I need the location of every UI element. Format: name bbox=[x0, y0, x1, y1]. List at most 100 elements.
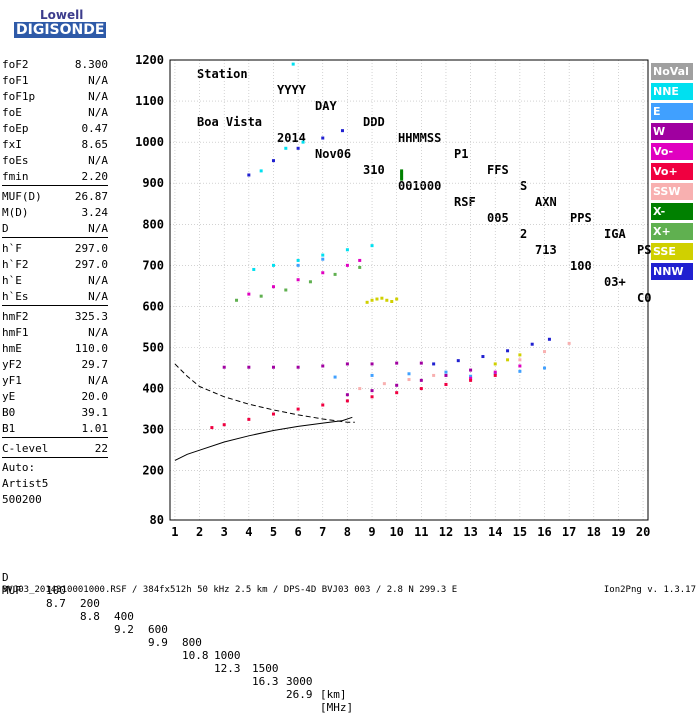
echo-point bbox=[444, 373, 448, 377]
echo-point bbox=[321, 257, 325, 261]
trace-nnw bbox=[247, 129, 551, 366]
param-name: foEs bbox=[2, 153, 29, 167]
legend-entry-nnw: NNW bbox=[651, 263, 693, 280]
param-name: fxI bbox=[2, 137, 22, 151]
echo-point bbox=[419, 361, 423, 365]
echo-point bbox=[518, 358, 522, 362]
echo-point bbox=[321, 403, 325, 407]
x-tick-label: 7 bbox=[319, 525, 326, 539]
x-tick-label: 15 bbox=[513, 525, 527, 539]
param-value: 3.24 bbox=[81, 205, 109, 219]
param-row: yF2 29.7 bbox=[2, 356, 108, 372]
echo-point bbox=[321, 364, 325, 368]
y-tick-label: 1200 bbox=[135, 53, 164, 67]
echo-point bbox=[321, 136, 325, 140]
param-name: yF2 bbox=[2, 357, 22, 371]
param-row: B0 39.1 bbox=[2, 404, 108, 420]
distance-value: 1000 bbox=[214, 649, 241, 662]
echo-point bbox=[518, 353, 522, 357]
echo-point bbox=[284, 288, 288, 292]
param-name: MUF(D) bbox=[2, 189, 42, 203]
x-tick-label: 5 bbox=[270, 525, 277, 539]
param-name: foEp bbox=[2, 121, 29, 135]
profile-curves bbox=[174, 363, 355, 461]
param-name: M(D) bbox=[2, 205, 29, 219]
echo-point bbox=[375, 297, 379, 301]
muf-value: 9.2 bbox=[114, 623, 134, 636]
param-value: N/A bbox=[88, 221, 108, 235]
echo-point bbox=[345, 393, 349, 397]
param-value: 1.01 bbox=[81, 421, 109, 435]
y-tick-label: 300 bbox=[142, 423, 164, 437]
logo-line-2: DIGISONDE bbox=[14, 22, 107, 38]
x-tick-label: 12 bbox=[439, 525, 453, 539]
logo-line-1: Lowell bbox=[40, 8, 84, 22]
echo-point bbox=[291, 62, 295, 66]
distance-value: 400 bbox=[114, 610, 134, 623]
x-tick-label: 16 bbox=[537, 525, 551, 539]
param-row: foF1p N/A bbox=[2, 88, 108, 104]
trace-x- bbox=[235, 265, 362, 302]
echo-point bbox=[345, 248, 349, 252]
muf-value: 16.3 bbox=[252, 675, 279, 688]
echo-point bbox=[407, 378, 411, 382]
param-row: foEp 0.47 bbox=[2, 120, 108, 136]
param-value: 8.65 bbox=[81, 137, 109, 151]
header-value: Boa Vista bbox=[197, 115, 263, 129]
muf-value: 8.7 bbox=[46, 597, 66, 610]
param-name: foF1 bbox=[2, 73, 29, 87]
muf-value: 9.9 bbox=[148, 636, 168, 649]
y-tick-label: 1100 bbox=[135, 94, 164, 108]
param-name: foE bbox=[2, 105, 22, 119]
legend-entry-x-: X+ bbox=[651, 223, 693, 240]
header-value: 100 bbox=[570, 259, 592, 273]
echo-point bbox=[395, 297, 399, 301]
param-row: C-level 22 bbox=[2, 440, 108, 456]
param-name: h`Es bbox=[2, 289, 29, 303]
echo-point bbox=[296, 258, 300, 262]
electron-density-profile-curve bbox=[174, 416, 353, 461]
y-tick-label: 700 bbox=[142, 258, 164, 272]
echo-point bbox=[506, 349, 510, 353]
param-name: h`F2 bbox=[2, 257, 29, 271]
legend-entry-vo-: Vo+ bbox=[651, 163, 693, 180]
distance-unit: [km] bbox=[320, 688, 347, 701]
param-name: hmE bbox=[2, 341, 22, 355]
echo-point bbox=[407, 372, 411, 376]
echo-point bbox=[469, 376, 473, 380]
trace-w bbox=[222, 361, 473, 397]
x-tick-label: 3 bbox=[221, 525, 228, 539]
header-label: DAY bbox=[315, 99, 337, 113]
echo-point bbox=[469, 368, 473, 372]
param-value: N/A bbox=[88, 105, 108, 119]
muf-value: 12.3 bbox=[214, 662, 241, 675]
x-tick-label: 4 bbox=[245, 525, 252, 539]
echo-point bbox=[271, 365, 275, 369]
x-tick-label: 10 bbox=[389, 525, 403, 539]
echo-point bbox=[271, 263, 275, 267]
param-row: hmF2 325.3 bbox=[2, 308, 108, 324]
echo-point bbox=[210, 426, 214, 430]
param-row: D N/A bbox=[2, 220, 108, 236]
echo-point bbox=[345, 399, 349, 403]
echo-point bbox=[271, 285, 275, 289]
echo-point bbox=[432, 373, 436, 377]
echo-point bbox=[321, 253, 325, 257]
plot-grid bbox=[170, 59, 648, 521]
profile-extrapolation-curve bbox=[174, 363, 355, 423]
echo-point bbox=[345, 263, 349, 267]
echo-point bbox=[271, 159, 275, 163]
param-value: 325.3 bbox=[74, 309, 108, 323]
distance-label: D bbox=[2, 571, 9, 584]
echo-point bbox=[284, 146, 288, 150]
muf-value: 8.8 bbox=[80, 610, 100, 623]
y-tick-label: 500 bbox=[142, 341, 164, 355]
echo-point bbox=[296, 365, 300, 369]
param-value: 26.87 bbox=[74, 189, 108, 203]
param-row: yF1 N/A bbox=[2, 372, 108, 388]
echo-point bbox=[308, 280, 312, 284]
echo-point bbox=[252, 267, 256, 271]
legend-entry-ssw: SSW bbox=[651, 183, 693, 200]
header-label: IGA bbox=[604, 227, 626, 241]
param-row: h`E N/A bbox=[2, 272, 108, 288]
